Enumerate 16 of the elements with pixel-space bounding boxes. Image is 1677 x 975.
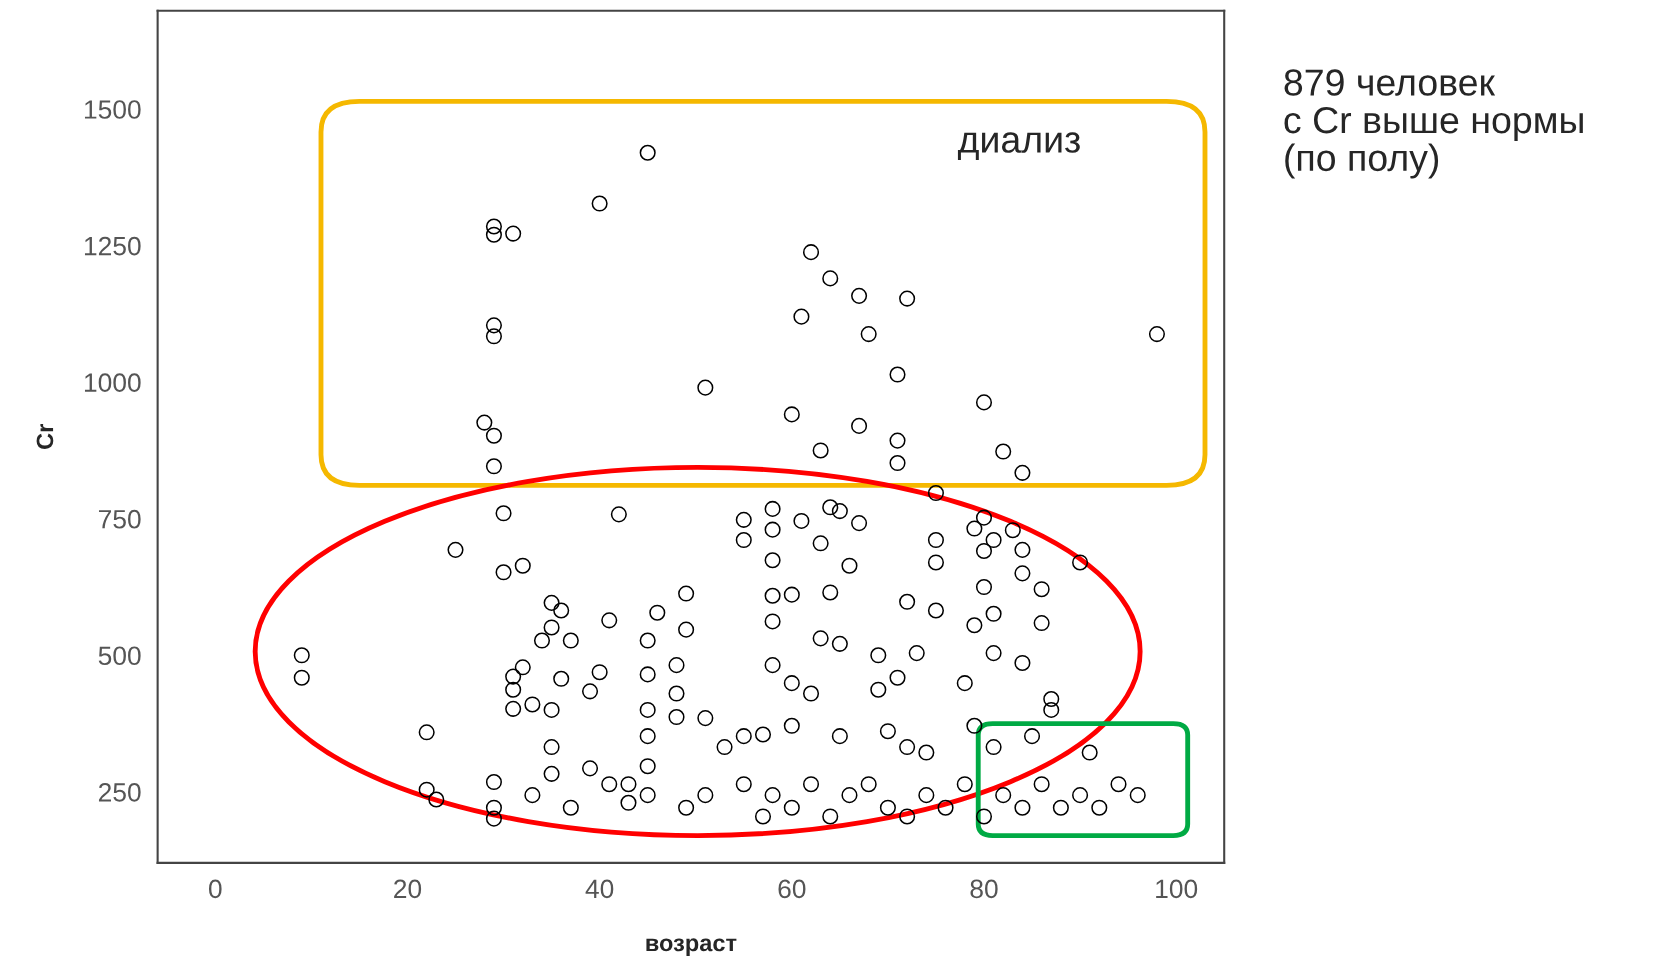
x-tick-label: 60 <box>778 879 806 899</box>
x-tick-label: 40 <box>585 879 614 899</box>
y-tick-label: 250 <box>98 783 141 802</box>
y-tick-label: 500 <box>98 646 141 666</box>
y-tick-label: 750 <box>98 509 141 529</box>
text: 879 человек с Cr выше нормы (по полу) <box>1284 69 1583 179</box>
y-axis-title: Cr <box>36 424 54 449</box>
x-tick-label: 100 <box>1156 879 1198 899</box>
x-tick-label: 20 <box>394 879 422 899</box>
x-axis-title: возраст <box>646 938 737 957</box>
y-tick-label: 1000 <box>84 373 141 392</box>
x-tick-label: 80 <box>970 879 998 899</box>
y-tick-label: 1250 <box>84 236 141 256</box>
annotation: диализ <box>957 132 1080 160</box>
y-tick-label: 1500 <box>84 100 141 119</box>
x-tick-label: 0 <box>208 879 222 899</box>
